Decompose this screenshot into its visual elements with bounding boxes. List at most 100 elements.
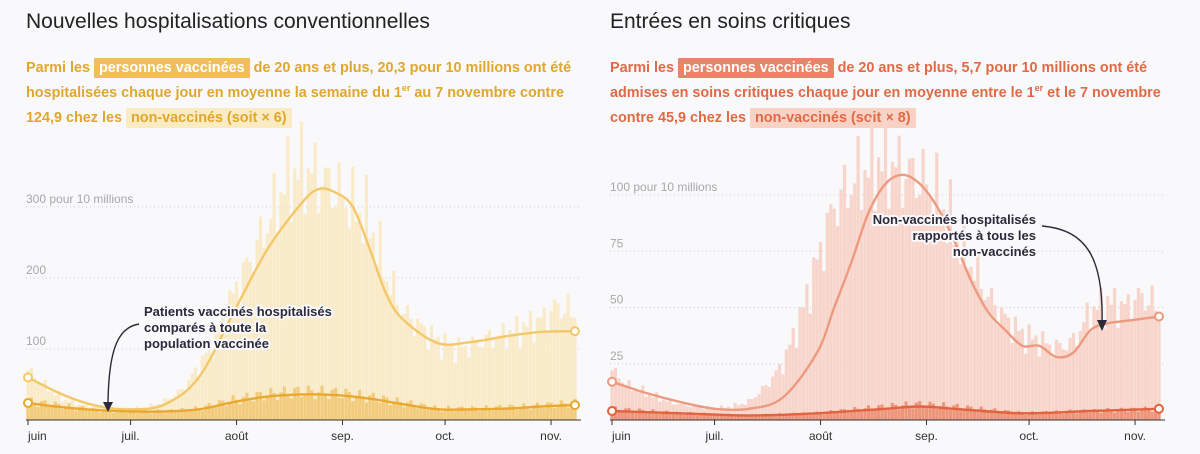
- bar-unvaccinated: [252, 271, 256, 420]
- bar-unvaccinated: [654, 392, 659, 420]
- chart-title: Nouvelles hospitalisations conventionnel…: [26, 10, 430, 33]
- bar-unvaccinated: [1058, 342, 1062, 420]
- bar-unvaccinated: [238, 305, 242, 420]
- bar-unvaccinated: [262, 247, 266, 420]
- bar-unvaccinated: [419, 323, 423, 420]
- bar-unvaccinated: [532, 342, 536, 420]
- bar-unvaccinated: [993, 304, 997, 420]
- bar-unvaccinated: [726, 406, 730, 420]
- bar-unvaccinated: [207, 339, 211, 420]
- bar-unvaccinated: [313, 142, 317, 421]
- bar-unvaccinated: [477, 346, 481, 420]
- bar-vaccinated: [911, 408, 915, 420]
- bar-vaccinated: [176, 411, 181, 420]
- bar-unvaccinated: [617, 378, 621, 420]
- bar-unvaccinated: [808, 313, 812, 420]
- bar-vaccinated: [491, 410, 495, 420]
- bar-unvaccinated: [965, 268, 970, 420]
- chart-description: Parmi les personnes vaccinées de 20 ans …: [26, 56, 586, 131]
- bar-unvaccinated: [1020, 328, 1024, 420]
- bar-vaccinated: [935, 408, 939, 420]
- bar-vaccinated: [289, 398, 293, 420]
- bar-vaccinated: [354, 396, 358, 420]
- bar-vaccinated: [262, 400, 266, 420]
- panel-soins-critiques: Entrées en soins critiques Parmi les per…: [607, 0, 1195, 454]
- x-tick-label: sep.: [915, 429, 938, 443]
- bar-vaccinated: [481, 408, 485, 420]
- bar-unvaccinated: [344, 208, 348, 420]
- bar-unvaccinated: [1102, 328, 1106, 420]
- x-tick-label: août: [809, 429, 833, 443]
- bar-unvaccinated: [897, 135, 901, 420]
- bar-unvaccinated: [1024, 353, 1028, 420]
- bar-vaccinated: [1044, 411, 1048, 420]
- bar-vaccinated: [450, 409, 454, 420]
- desc-text-3: au 7 novembre contre 124,9 chez les: [26, 85, 564, 126]
- bar-vaccinated: [989, 409, 994, 420]
- bar-unvaccinated: [935, 152, 939, 420]
- bar-vaccinated: [1126, 411, 1130, 420]
- bar-vaccinated: [522, 403, 526, 420]
- bar-unvaccinated: [180, 389, 184, 420]
- bar-vaccinated: [334, 387, 338, 420]
- bar-vaccinated: [494, 406, 498, 420]
- bar-vaccinated: [224, 406, 228, 420]
- bar-unvaccinated: [849, 194, 853, 420]
- bar-unvaccinated: [979, 289, 983, 420]
- bar-vaccinated: [252, 401, 256, 420]
- bar-vaccinated: [135, 413, 139, 420]
- bar-vaccinated: [84, 410, 88, 420]
- bar-vaccinated: [904, 401, 908, 420]
- bar-unvaccinated: [1119, 301, 1123, 420]
- bar-unvaccinated: [866, 177, 871, 420]
- bar-vaccinated: [1095, 409, 1100, 420]
- bar-unvaccinated: [340, 196, 345, 420]
- bar-vaccinated: [1119, 407, 1123, 420]
- bar-unvaccinated: [501, 322, 505, 420]
- bar-unvaccinated: [224, 334, 228, 420]
- bar-unvaccinated: [1116, 328, 1120, 420]
- point-unvaccinated: [607, 376, 617, 387]
- bar-vaccinated: [757, 416, 761, 420]
- bar-vaccinated: [139, 412, 143, 420]
- bar-unvaccinated: [303, 214, 307, 420]
- bar-unvaccinated: [764, 384, 768, 420]
- bar-vaccinated: [313, 399, 317, 420]
- bar-unvaccinated: [190, 373, 194, 420]
- bar-unvaccinated: [26, 370, 30, 420]
- bar-vaccinated: [972, 411, 976, 420]
- bar-vaccinated: [101, 411, 105, 420]
- bar-vaccinated: [64, 406, 68, 420]
- bar-vaccinated: [1030, 411, 1035, 420]
- daily-bars: [26, 121, 577, 421]
- bar-vaccinated: [265, 396, 269, 420]
- bar-unvaccinated: [815, 259, 819, 420]
- bar-vaccinated: [692, 413, 696, 420]
- bar-unvaccinated: [248, 261, 252, 420]
- bar-unvaccinated: [272, 172, 276, 420]
- bar-vaccinated: [859, 411, 864, 420]
- bar-vaccinated: [945, 406, 949, 420]
- bar-vaccinated: [323, 394, 328, 420]
- bar-vaccinated: [894, 404, 898, 420]
- bar-unvaccinated: [774, 370, 778, 420]
- annotation-arrowhead: [103, 402, 113, 412]
- bar-vaccinated: [460, 406, 464, 420]
- bar-vaccinated: [965, 405, 970, 420]
- y-tick-label: 100 pour 10 millions: [610, 180, 717, 194]
- bar-vaccinated: [474, 407, 478, 420]
- bar-vaccinated: [122, 412, 126, 420]
- bar-unvaccinated: [1095, 309, 1100, 420]
- bar-vaccinated: [282, 386, 287, 420]
- bar-unvaccinated: [484, 334, 488, 420]
- bar-vaccinated: [996, 411, 1000, 420]
- bar-vaccinated: [976, 409, 980, 420]
- bar-unvaccinated: [1133, 299, 1137, 420]
- bar-vaccinated: [556, 405, 560, 420]
- bar-unvaccinated: [518, 347, 522, 420]
- bar-unvaccinated: [1006, 317, 1011, 420]
- bar-vaccinated: [822, 414, 826, 420]
- bar-unvaccinated: [842, 164, 847, 420]
- bar-vaccinated: [532, 405, 536, 420]
- bar-unvaccinated: [556, 303, 560, 420]
